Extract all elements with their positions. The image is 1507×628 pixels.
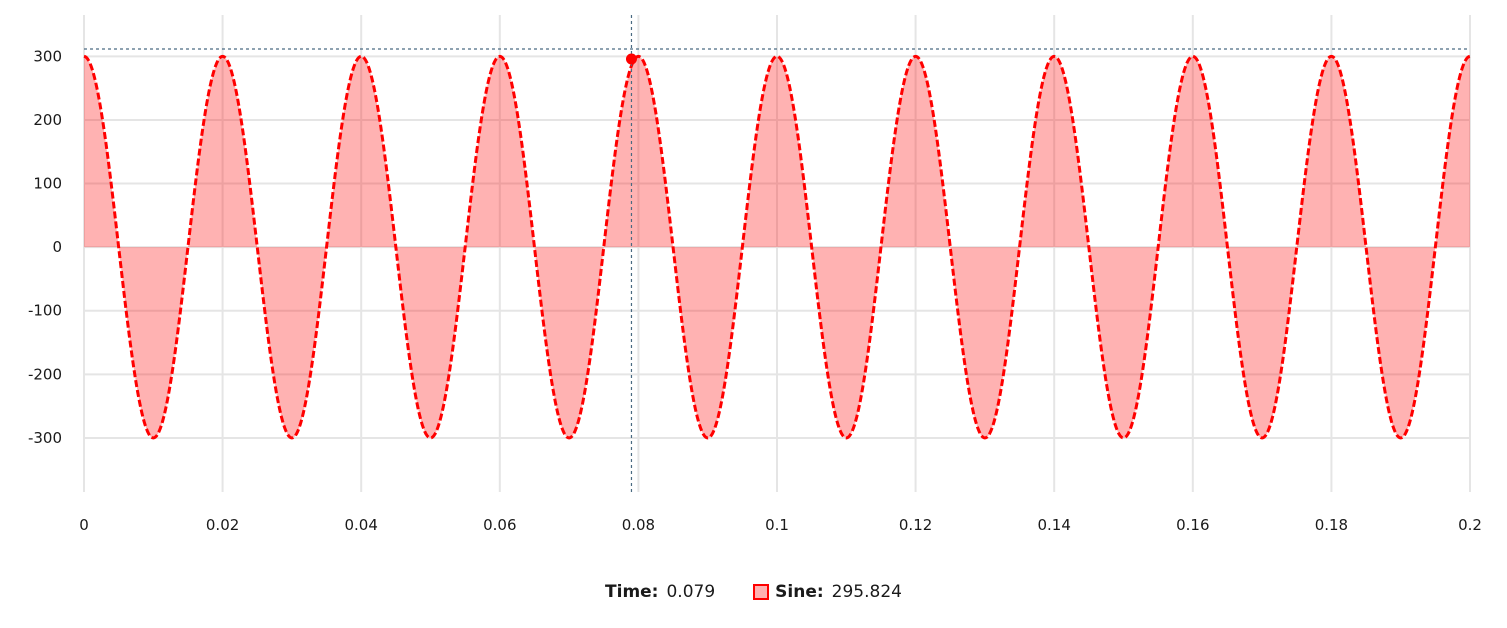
x-tick-label: 0 bbox=[79, 516, 89, 534]
chart: 300 200 100 0 -100 -200 -300 0 0.02 0.04 0.06 0.08… bbox=[28, 15, 1482, 534]
sine-value: 295.824 bbox=[831, 582, 902, 602]
y-tick-label: 200 bbox=[33, 111, 62, 129]
x-tick-label: 0.12 bbox=[899, 516, 932, 534]
y-tick-label: 100 bbox=[33, 175, 62, 193]
x-gridlines bbox=[83, 15, 1471, 492]
y-axis-tick-labels: 300 200 100 0 -100 -200 -300 bbox=[28, 47, 62, 447]
crosshair bbox=[84, 15, 1470, 492]
x-tick-label: 0.16 bbox=[1176, 516, 1209, 534]
x-tick-label: 0.18 bbox=[1315, 516, 1348, 534]
time-value: 0.079 bbox=[666, 582, 716, 602]
x-tick-label: 0.08 bbox=[622, 516, 655, 534]
sine-area-fill bbox=[84, 56, 1470, 438]
y-tick-label: 300 bbox=[33, 47, 62, 65]
x-axis-tick-labels: 0 0.02 0.04 0.06 0.08 0.1 0.12 0.14 0.16 0.18 0.2 bbox=[79, 516, 1482, 534]
y-tick-label: -100 bbox=[28, 302, 62, 320]
tooltip-legend: Time: 0.079 Sine: 295.824 bbox=[0, 577, 1507, 607]
y-tick-label: -300 bbox=[28, 429, 62, 447]
x-tick-label: 0.06 bbox=[483, 516, 516, 534]
hover-point bbox=[625, 53, 637, 65]
x-tick-label: 0.02 bbox=[206, 516, 239, 534]
y-tick-label: -200 bbox=[28, 365, 62, 383]
sine-legend-swatch bbox=[753, 584, 770, 600]
y-tick-label: 0 bbox=[52, 238, 62, 256]
time-label: Time: bbox=[605, 582, 659, 602]
x-tick-label: 0.04 bbox=[344, 516, 377, 534]
y-gridlines bbox=[84, 55, 1470, 439]
sine-series-line bbox=[83, 54, 1471, 440]
x-tick-label: 0.1 bbox=[765, 516, 789, 534]
sine-label: Sine: bbox=[775, 582, 824, 602]
x-tick-label: 0.2 bbox=[1458, 516, 1482, 534]
x-tick-label: 0.14 bbox=[1037, 516, 1070, 534]
